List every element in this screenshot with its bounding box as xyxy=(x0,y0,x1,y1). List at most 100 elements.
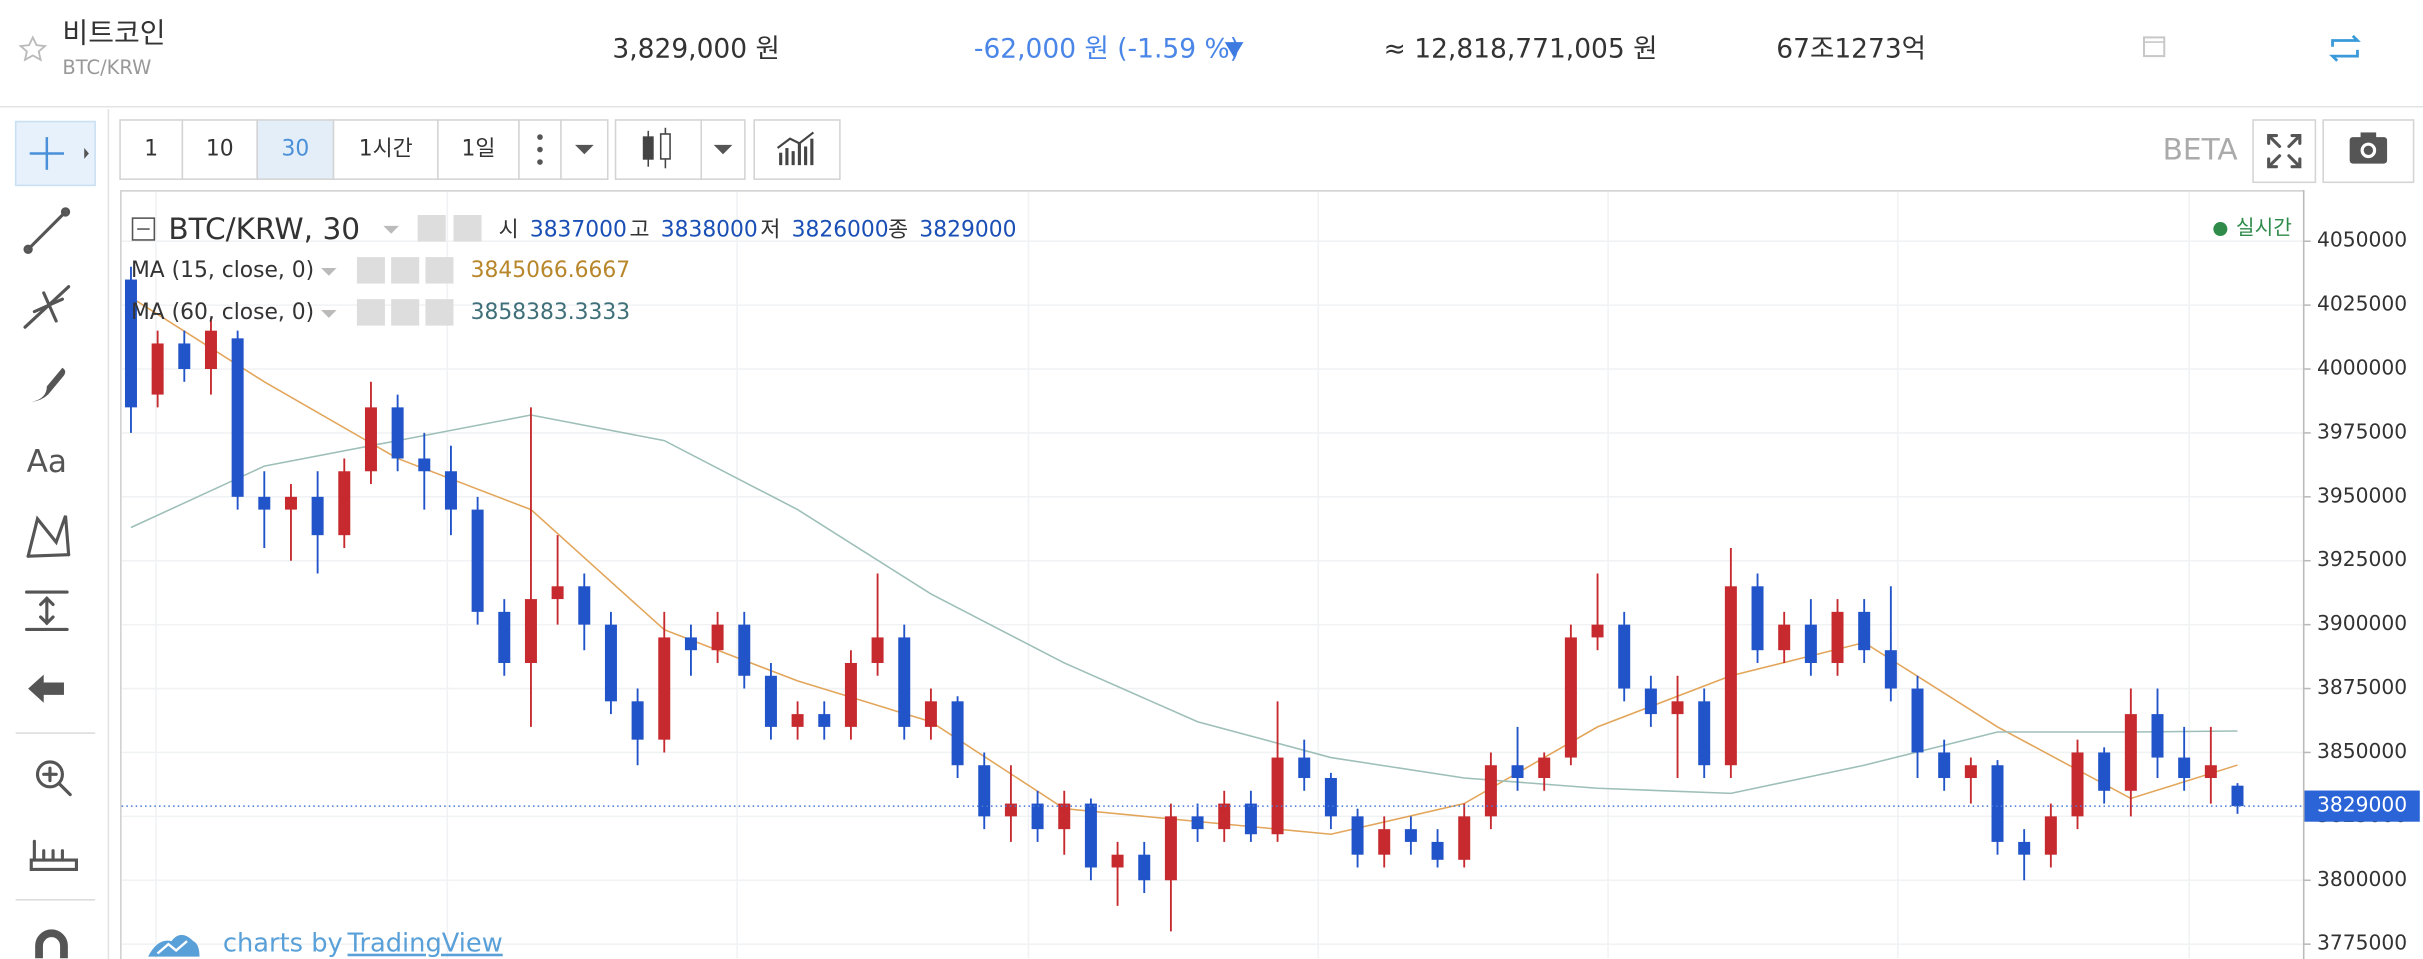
candle-body xyxy=(1724,586,1737,766)
legend-icons[interactable] xyxy=(417,215,482,242)
interval-button[interactable] xyxy=(256,119,335,180)
candle-body xyxy=(1484,765,1497,817)
candle-body xyxy=(738,624,751,676)
ruler-tool[interactable] xyxy=(29,839,78,871)
y-tick-label: 3850000 xyxy=(2317,739,2407,763)
candle-body xyxy=(2231,785,2244,807)
candle-body xyxy=(1138,854,1151,881)
credit-prefix: charts by xyxy=(223,929,343,959)
ohlc-key: 저 xyxy=(760,218,780,243)
fullscreen-icon xyxy=(2267,133,2302,169)
ohlc-value: 3837000 xyxy=(530,218,627,243)
indicators-icon xyxy=(776,131,815,166)
chart-pane[interactable] xyxy=(120,190,2305,959)
candle-body xyxy=(1511,765,1524,779)
candle-body xyxy=(898,637,911,727)
candle-body xyxy=(1431,841,1444,860)
y-tick-label: 3975000 xyxy=(2317,419,2407,443)
chart-type-button[interactable] xyxy=(614,119,703,180)
crosshair-more[interactable] xyxy=(84,148,89,159)
refresh-icon[interactable] xyxy=(2329,34,2361,62)
fullscreen-button[interactable] xyxy=(2252,119,2317,184)
candle-body xyxy=(1058,803,1071,830)
ma-name: MA (15, close, 0) xyxy=(131,258,314,283)
tradingview-logo[interactable] xyxy=(148,934,200,957)
interval-button[interactable] xyxy=(119,119,184,180)
y-tick-label: 3925000 xyxy=(2317,547,2407,571)
candle-body xyxy=(338,471,351,536)
candle-body xyxy=(871,637,884,663)
interval-label: 1 xyxy=(144,137,158,162)
candle-body xyxy=(1964,765,1977,779)
candle-body xyxy=(658,637,671,740)
y-tick-label: 3875000 xyxy=(2317,675,2407,699)
header xyxy=(0,0,2423,106)
candle-body xyxy=(391,407,404,459)
candle-body xyxy=(818,714,831,727)
candle-body xyxy=(1191,816,1204,830)
candle-body xyxy=(684,637,697,651)
candle-body xyxy=(631,701,644,740)
measure-tool[interactable] xyxy=(25,590,69,632)
ma-value: 3858383.3333 xyxy=(471,300,630,325)
brush-tool[interactable] xyxy=(31,367,66,402)
y-tick-label: 3775000 xyxy=(2317,931,2407,955)
pitchfork-tool[interactable] xyxy=(23,285,71,329)
y-tick-label: 4050000 xyxy=(2317,228,2407,252)
interval-label: 1일 xyxy=(461,137,495,162)
candle-body xyxy=(1564,637,1577,758)
candle-body xyxy=(1644,688,1657,715)
candle-body xyxy=(1244,803,1257,835)
candle-body xyxy=(764,675,777,727)
plot: 3829000 xyxy=(121,266,2420,932)
candle-body xyxy=(1031,803,1044,830)
candle-body xyxy=(578,586,591,625)
candle-body xyxy=(284,496,297,510)
text-tool[interactable]: Aa xyxy=(27,444,67,480)
down-arrow xyxy=(1224,42,1244,58)
ma-icons[interactable] xyxy=(356,257,454,326)
candle-body xyxy=(2124,714,2137,791)
favorite-star[interactable] xyxy=(18,35,48,62)
candle-body xyxy=(1884,650,1897,689)
credit-link[interactable]: TradingView xyxy=(347,929,503,959)
candle-body xyxy=(1298,757,1311,779)
interval-button[interactable] xyxy=(181,119,258,180)
candle-body xyxy=(1618,624,1631,689)
y-tick-label: 3800000 xyxy=(2317,867,2407,891)
ohlc-value: 3829000 xyxy=(919,218,1016,243)
candle-body xyxy=(2098,752,2111,791)
window-icon[interactable] xyxy=(2142,36,2166,58)
ma-line xyxy=(130,414,2238,795)
interval-buttons: 1 10 30 1시간 1일 xyxy=(119,119,520,180)
realtime-dot xyxy=(2213,222,2228,237)
candle-body xyxy=(1378,829,1391,855)
zoom-tool[interactable] xyxy=(35,760,72,797)
pattern-tool[interactable] xyxy=(26,515,71,558)
ohlc-key: 고 xyxy=(630,218,650,243)
coin-pair: BTC/KRW xyxy=(62,56,151,79)
candle-body xyxy=(1911,688,1924,753)
interval-button[interactable] xyxy=(332,119,439,180)
candle-body xyxy=(978,765,991,817)
candle-body xyxy=(1831,611,1844,663)
candle-body xyxy=(1698,701,1711,766)
candle-body xyxy=(471,509,484,612)
candle-body xyxy=(1538,757,1551,779)
line-tool[interactable] xyxy=(23,207,71,254)
magnet-tool[interactable] xyxy=(35,929,68,959)
indicators-button[interactable] xyxy=(753,119,841,180)
candle-body xyxy=(1404,829,1417,842)
remove-tool[interactable] xyxy=(28,674,64,703)
candle-body xyxy=(2071,752,2084,817)
ma-name: MA (60, close, 0) xyxy=(131,300,314,325)
candle-icon xyxy=(642,127,671,169)
ohlc-value: 3838000 xyxy=(661,218,758,243)
caret xyxy=(383,225,399,234)
candle-body xyxy=(1991,765,2004,842)
ohlc-key: 종 xyxy=(888,218,908,243)
candle-body xyxy=(2204,765,2217,779)
candle-body xyxy=(498,611,511,663)
ohlc-value: 3826000 xyxy=(792,218,889,243)
